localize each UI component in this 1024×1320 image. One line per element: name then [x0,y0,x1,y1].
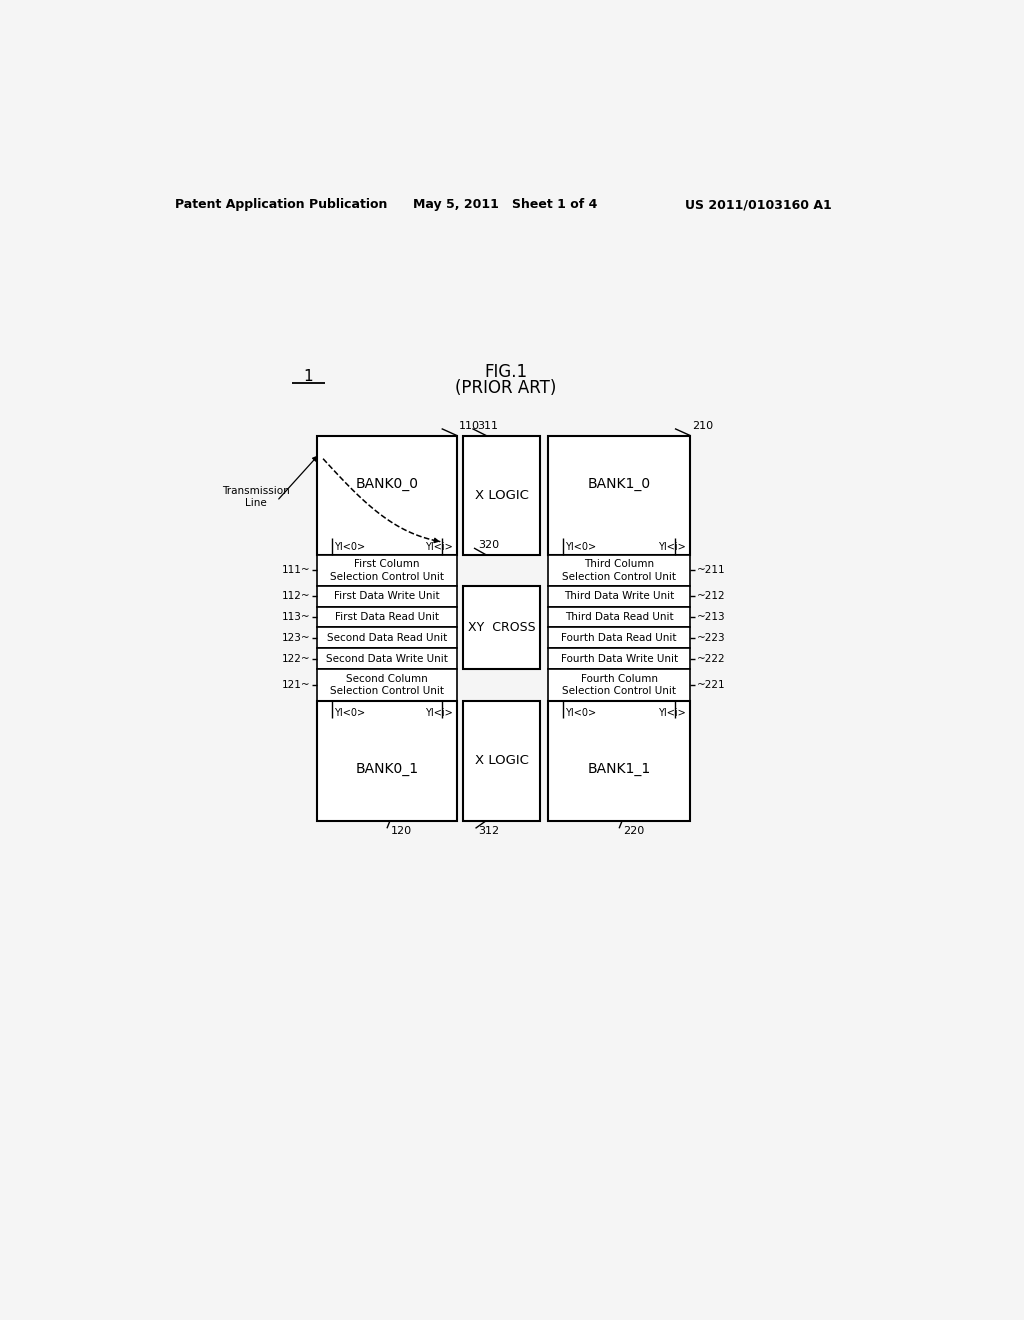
Text: 110: 110 [459,421,479,430]
Text: YI<i>: YI<i> [658,708,686,718]
Text: ~212: ~212 [696,591,725,601]
Bar [548,586,690,607]
Bar [463,586,541,669]
Bar [316,436,457,554]
Text: 111~: 111~ [283,565,310,576]
Text: X LOGIC: X LOGIC [475,755,528,767]
Bar [548,669,690,701]
Text: YI<0>: YI<0> [565,543,596,552]
Text: ~222: ~222 [696,653,725,664]
Text: 112~: 112~ [283,591,310,601]
Text: BANK0_0: BANK0_0 [355,477,419,491]
Bar [548,554,690,586]
Bar [548,607,690,627]
Text: 220: 220 [623,826,644,837]
Text: ~223: ~223 [696,632,725,643]
Text: First Data Read Unit: First Data Read Unit [335,612,439,622]
Text: Third Data Read Unit: Third Data Read Unit [565,612,674,622]
Bar [316,648,457,669]
Bar [316,607,457,627]
Text: Second Column
Selection Control Unit: Second Column Selection Control Unit [330,675,444,696]
Text: FIG.1: FIG.1 [484,363,527,381]
Text: Fourth Column
Selection Control Unit: Fourth Column Selection Control Unit [562,675,676,696]
Bar [316,669,457,701]
Text: YI<0>: YI<0> [334,543,365,552]
Bar [316,554,457,586]
Text: 113~: 113~ [283,612,310,622]
Text: XY  CROSS: XY CROSS [468,620,536,634]
Text: 1: 1 [303,368,312,384]
Text: 320: 320 [478,540,500,550]
Text: 210: 210 [692,421,713,430]
Bar [548,701,690,821]
Text: US 2011/0103160 A1: US 2011/0103160 A1 [685,198,831,211]
Text: Patent Application Publication: Patent Application Publication [174,198,387,211]
Text: BANK0_1: BANK0_1 [355,762,419,776]
Text: 120: 120 [391,826,412,837]
Bar [548,648,690,669]
Bar [548,627,690,648]
Text: Third Data Write Unit: Third Data Write Unit [564,591,674,601]
Text: 121~: 121~ [283,680,310,690]
Text: Fourth Data Read Unit: Fourth Data Read Unit [561,632,677,643]
Bar [316,701,457,821]
Text: YI<i>: YI<i> [658,543,686,552]
Bar [463,701,541,821]
Text: YI<i>: YI<i> [425,543,453,552]
Text: 123~: 123~ [283,632,310,643]
Text: ~221: ~221 [696,680,725,690]
Bar [463,436,541,554]
Text: (PRIOR ART): (PRIOR ART) [455,379,556,397]
Text: ~211: ~211 [696,565,725,576]
Bar [548,436,690,554]
Text: YI<i>: YI<i> [425,708,453,718]
Text: First Data Write Unit: First Data Write Unit [334,591,439,601]
Text: Fourth Data Write Unit: Fourth Data Write Unit [560,653,678,664]
Bar [316,627,457,648]
Text: May 5, 2011   Sheet 1 of 4: May 5, 2011 Sheet 1 of 4 [414,198,598,211]
Text: Second Data Write Unit: Second Data Write Unit [326,653,447,664]
Text: Transmission
Line: Transmission Line [222,486,290,508]
Text: First Column
Selection Control Unit: First Column Selection Control Unit [330,560,444,582]
Text: BANK1_0: BANK1_0 [588,477,650,491]
Text: Third Column
Selection Control Unit: Third Column Selection Control Unit [562,560,676,582]
Text: 122~: 122~ [283,653,310,664]
Text: ~213: ~213 [696,612,725,622]
Text: 311: 311 [477,421,498,430]
Text: X LOGIC: X LOGIC [475,488,528,502]
Bar [316,586,457,607]
Text: 312: 312 [478,826,500,837]
Text: YI<0>: YI<0> [565,708,596,718]
Text: Second Data Read Unit: Second Data Read Unit [327,632,447,643]
Text: BANK1_1: BANK1_1 [588,762,650,776]
Text: YI<0>: YI<0> [334,708,365,718]
